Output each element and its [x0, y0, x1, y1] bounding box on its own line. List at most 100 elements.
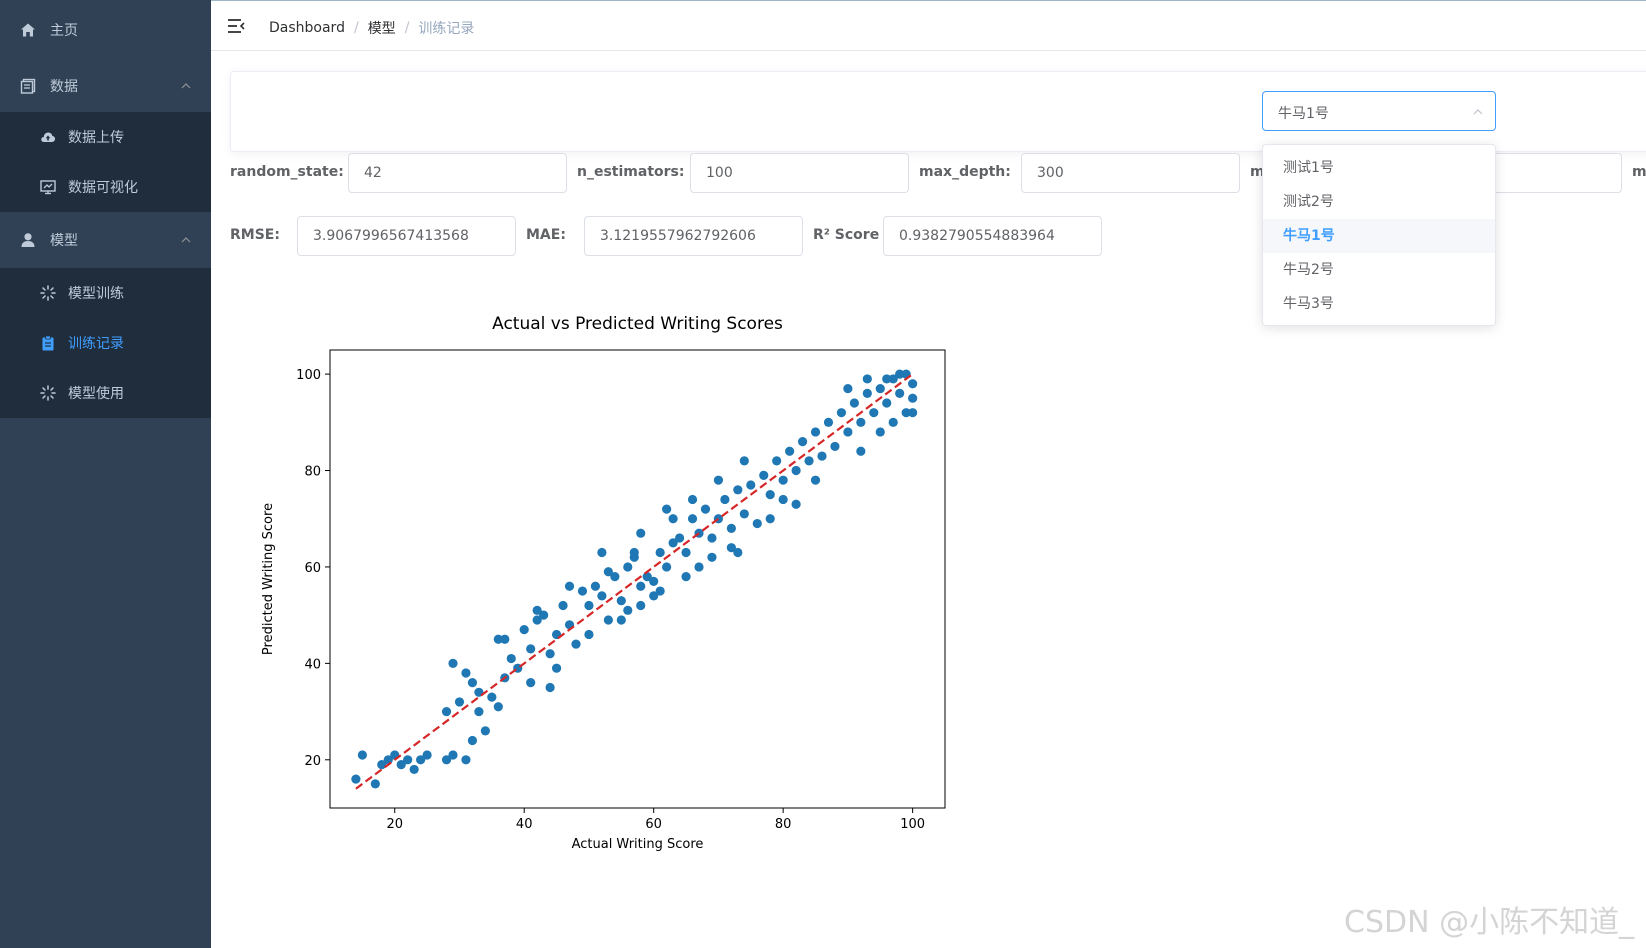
scatter-point — [506, 653, 516, 664]
scatter-point — [403, 755, 413, 765]
scatter-point — [480, 726, 490, 736]
scatter-point — [467, 735, 478, 746]
selector-card — [230, 71, 1646, 152]
scatter-point — [422, 750, 432, 760]
max-depth-field[interactable]: 300 — [1021, 153, 1240, 193]
scatter-point — [636, 528, 646, 538]
scatter-point — [707, 533, 717, 543]
scatter-point — [629, 547, 639, 558]
sidebar-item-label: 模型使用 — [68, 386, 124, 402]
scatter-point — [584, 600, 594, 611]
scatter-point — [823, 417, 834, 427]
sidebar-item-data-upload[interactable]: 数据上传 — [0, 112, 211, 162]
scatter-point — [681, 571, 691, 582]
scatter-point — [908, 379, 918, 389]
scatter-point — [733, 485, 743, 495]
scatter-point — [487, 692, 497, 702]
scatter-point — [726, 543, 736, 553]
scatter-point — [908, 393, 918, 403]
scatter-point — [623, 562, 633, 572]
sidebar-item-train-records[interactable]: 训练记录 — [0, 318, 211, 368]
scatter-point — [843, 383, 853, 394]
breadcrumb-dashboard[interactable]: Dashboard — [269, 20, 345, 36]
sidebar-item-label: 主页 — [50, 23, 78, 39]
dropdown-option[interactable]: 测试1号 — [1283, 160, 1334, 176]
y-axis-label: Predicted Writing Score — [261, 503, 276, 655]
scatter-point — [493, 634, 503, 644]
hamburger-icon[interactable] — [227, 17, 245, 35]
breadcrumb-model[interactable]: 模型 — [367, 21, 396, 37]
loading-icon — [40, 285, 56, 301]
scatter-point — [700, 504, 711, 514]
chevron-up-icon — [181, 83, 191, 89]
random-state-field[interactable]: 42 — [348, 153, 567, 193]
rmse-field[interactable]: 3.9067996567413568 — [297, 216, 516, 256]
submenu-model: 模型训练 训练记录 模型使用 — [0, 268, 211, 418]
watermark: CSDN @小陈不知道_ — [1344, 905, 1635, 940]
scatter-point — [810, 427, 821, 437]
y-tick-label: 80 — [304, 465, 321, 480]
sidebar-item-home[interactable]: 主页 — [0, 2, 211, 58]
dropdown-option[interactable]: 牛马3号 — [1283, 296, 1334, 312]
scatter-point — [804, 456, 814, 466]
scatter-point — [772, 456, 782, 466]
scatter-point — [532, 605, 542, 615]
sidebar-item-model-train[interactable]: 模型训练 — [0, 268, 211, 318]
scatter-point — [461, 668, 471, 678]
scatter-point — [752, 518, 762, 529]
scatter-point — [765, 514, 775, 524]
scatter-point — [526, 678, 536, 688]
n-estimators-label: n_estimators: — [577, 164, 685, 180]
n-estimators-field[interactable]: 100 — [690, 153, 909, 193]
scatter-point — [856, 446, 866, 456]
scatter-point — [694, 562, 704, 572]
scatter-point — [849, 398, 859, 408]
scatter-point — [882, 374, 892, 384]
scatter-point — [655, 586, 665, 596]
scatter-point — [448, 658, 458, 668]
scatter-point — [584, 629, 594, 640]
scatter-point — [416, 755, 426, 765]
scatter-point — [558, 600, 568, 611]
scatter-point — [668, 538, 678, 548]
y-tick-label: 40 — [304, 657, 321, 672]
scatter-point — [351, 774, 361, 784]
max-depth-label: max_depth: — [919, 164, 1011, 180]
scatter-point — [888, 417, 898, 427]
mae-field[interactable]: 3.1219557962792606 — [584, 216, 803, 256]
loading-icon — [40, 385, 56, 401]
y-tick-label: 20 — [304, 754, 321, 769]
scatter-point — [778, 494, 788, 505]
scatter-point — [603, 615, 613, 625]
scatter-point — [610, 571, 620, 582]
sidebar-item-model[interactable]: 模型 — [0, 212, 211, 268]
dropdown-option-selected[interactable]: 牛马1号 — [1263, 219, 1495, 253]
scatter-point — [713, 475, 724, 485]
scatter-point — [739, 456, 749, 466]
record-select[interactable]: 牛马1号 — [1262, 91, 1496, 131]
random-state-label: random_state: — [230, 164, 344, 180]
scatter-point — [461, 755, 471, 765]
home-icon — [20, 22, 36, 38]
x-tick-label: 60 — [645, 817, 662, 832]
breadcrumb-separator: / — [404, 20, 410, 36]
scatter-point — [649, 591, 659, 601]
scatter-point — [454, 697, 465, 707]
sidebar-item-data[interactable]: 数据 — [0, 58, 211, 114]
dropdown-option[interactable]: 测试2号 — [1283, 194, 1334, 210]
sidebar-item-label: 数据上传 — [68, 130, 124, 146]
dropdown-option[interactable]: 牛马2号 — [1283, 262, 1334, 278]
scatter-point — [707, 552, 717, 562]
scatter-point — [448, 750, 458, 760]
scatter-point — [571, 639, 581, 649]
scatter-point — [746, 480, 756, 490]
scatter-point — [616, 615, 626, 625]
scatter-point — [908, 408, 918, 418]
rmse-label: RMSE: — [230, 227, 280, 243]
r2-field[interactable]: 0.9382790554883964 — [883, 216, 1102, 256]
scatter-point — [642, 571, 652, 582]
sidebar-item-data-visualize[interactable]: 数据可视化 — [0, 162, 211, 212]
scatter-point — [687, 514, 698, 524]
scatter-point — [545, 649, 555, 659]
sidebar-item-model-use[interactable]: 模型使用 — [0, 368, 211, 418]
